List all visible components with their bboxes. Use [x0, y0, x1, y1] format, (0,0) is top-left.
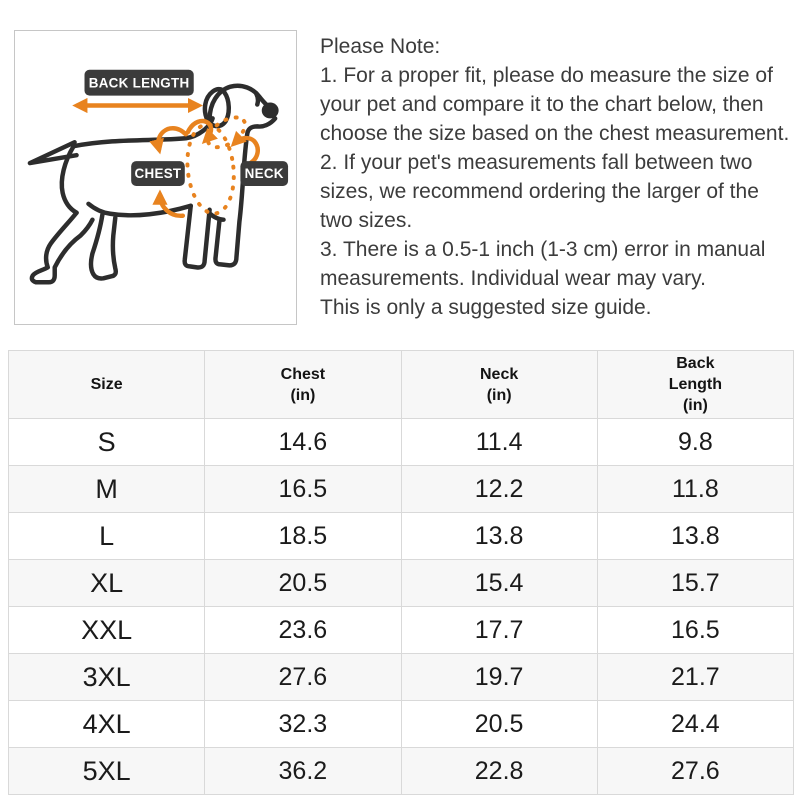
- size-cell: S: [7, 418, 206, 466]
- back-length-cell: 13.8: [596, 512, 795, 560]
- dog-diagram-svg: BACK LENGTH CHEST NECK: [27, 69, 289, 285]
- header-line: Size: [90, 376, 123, 393]
- neck-left-arrow: [185, 118, 218, 145]
- size-chart-header: Size Chest (in) Neck (in) Back Length (in): [7, 350, 795, 419]
- size-chart-table: Size Chest (in) Neck (in) Back Length (in) S…: [7, 350, 795, 795]
- back-length-label-bg: [84, 69, 194, 96]
- table-row-s: S 14.6 11.4 9.8: [7, 418, 795, 466]
- back-length-label: BACK LENGTH: [89, 76, 190, 91]
- header-line: Back: [676, 355, 715, 372]
- chest-cell: 14.6: [204, 418, 402, 466]
- dog-hind-leg-far: [88, 212, 119, 281]
- chest-cell: 32.3: [204, 700, 402, 748]
- size-cell: XXL: [7, 606, 206, 654]
- neck-right-arrow: [230, 130, 260, 166]
- size-chart-body: S 14.6 11.4 9.8 M 16.5 12.2 11.8 L 18.5 …: [7, 418, 795, 795]
- chest-measure-ellipse: [185, 122, 236, 216]
- dog-rump: [59, 143, 79, 215]
- table-row-l: L 18.5 13.8 13.8: [7, 512, 795, 560]
- size-cell: 4XL: [7, 700, 206, 748]
- back-length-cell: 11.8: [596, 465, 795, 513]
- back-length-cell: 21.7: [596, 653, 795, 701]
- table-row-3xl: 3XL 27.6 19.7 21.7: [7, 653, 795, 701]
- back-length-cell: 27.6: [596, 747, 795, 795]
- neck-cell: 17.7: [400, 606, 598, 654]
- col-header-chest: Chest (in): [204, 350, 402, 419]
- chest-cell: 27.6: [204, 653, 402, 701]
- dog-nose: [261, 102, 279, 119]
- back-length-cell: 16.5: [596, 606, 795, 654]
- neck-cell: 13.8: [400, 512, 598, 560]
- neck-cell: 15.4: [400, 559, 598, 607]
- dog-front-leg: [182, 203, 212, 270]
- table-row-4xl: 4XL 32.3 20.5 24.4: [7, 700, 795, 748]
- neck-cell: 11.4: [400, 418, 598, 466]
- back-length-cell: 24.4: [596, 700, 795, 748]
- table-row-5xl: 5XL 36.2 22.8 27.6: [7, 747, 795, 795]
- note-item-4: This is only a suggested size guide.: [320, 296, 652, 319]
- neck-label-bg: [240, 161, 289, 186]
- header-unit: (in): [486, 386, 512, 404]
- back-length-cell: 15.7: [596, 559, 795, 607]
- note-item-1: 1. For a proper fit, please do measure t…: [320, 64, 790, 145]
- note-item-3: 3. There is a 0.5-1 inch (1-3 cm) error …: [320, 238, 766, 290]
- chest-cell: 36.2: [204, 747, 402, 795]
- dog-measurement-diagram: BACK LENGTH CHEST NECK: [14, 30, 297, 325]
- note-text-block: Please Note: 1. For a proper fit, please…: [320, 32, 794, 322]
- note-item-2: 2. If your pet's measurements fall betwe…: [320, 151, 759, 232]
- diagram-labels: BACK LENGTH CHEST NECK: [84, 69, 289, 186]
- chest-bottom-arrow: [152, 189, 186, 218]
- chest-top-arrow: [149, 126, 189, 155]
- size-cell: 3XL: [7, 653, 206, 701]
- size-cell: M: [7, 465, 206, 513]
- chest-cell: 23.6: [204, 606, 402, 654]
- neck-cell: 20.5: [400, 700, 598, 748]
- chest-cell: 20.5: [204, 559, 402, 607]
- neck-cell: 19.7: [400, 653, 598, 701]
- col-header-size: Size: [7, 350, 206, 419]
- chest-cell: 16.5: [204, 465, 402, 513]
- note-title: Please Note:: [320, 35, 441, 58]
- size-cell: XL: [7, 559, 206, 607]
- back-length-cell: 9.8: [596, 418, 795, 466]
- header-line: Neck: [480, 365, 519, 383]
- header-unit: (in): [290, 386, 316, 404]
- dog-tail: [27, 140, 79, 166]
- chest-cell: 18.5: [204, 512, 402, 560]
- dog-head: [207, 83, 270, 122]
- measurement-marks: [72, 97, 260, 218]
- chest-label: CHEST: [135, 166, 182, 181]
- dog-hind-leg: [29, 210, 95, 285]
- header-line: Chest: [280, 365, 326, 383]
- header-unit: (in): [682, 397, 708, 414]
- dog-back: [71, 116, 215, 149]
- size-cell: L: [7, 512, 206, 560]
- table-row-m: M 16.5 12.2 11.8: [7, 465, 795, 513]
- header-line: Length: [668, 376, 723, 393]
- neck-cell: 12.2: [400, 465, 598, 513]
- table-row-xxl: XXL 23.6 17.7 16.5: [7, 606, 795, 654]
- neck-label: NECK: [245, 166, 284, 181]
- chest-label-bg: [131, 161, 185, 186]
- dog-brow: [254, 91, 261, 107]
- col-header-neck: Neck (in): [400, 350, 598, 419]
- neck-cell: 22.8: [400, 747, 598, 795]
- col-header-back-length: Back Length (in): [596, 350, 795, 419]
- table-row-xl: XL 20.5 15.4 15.7: [7, 559, 795, 607]
- size-cell: 5XL: [7, 747, 206, 795]
- header-row: Size Chest (in) Neck (in) Back Length (in): [7, 350, 795, 419]
